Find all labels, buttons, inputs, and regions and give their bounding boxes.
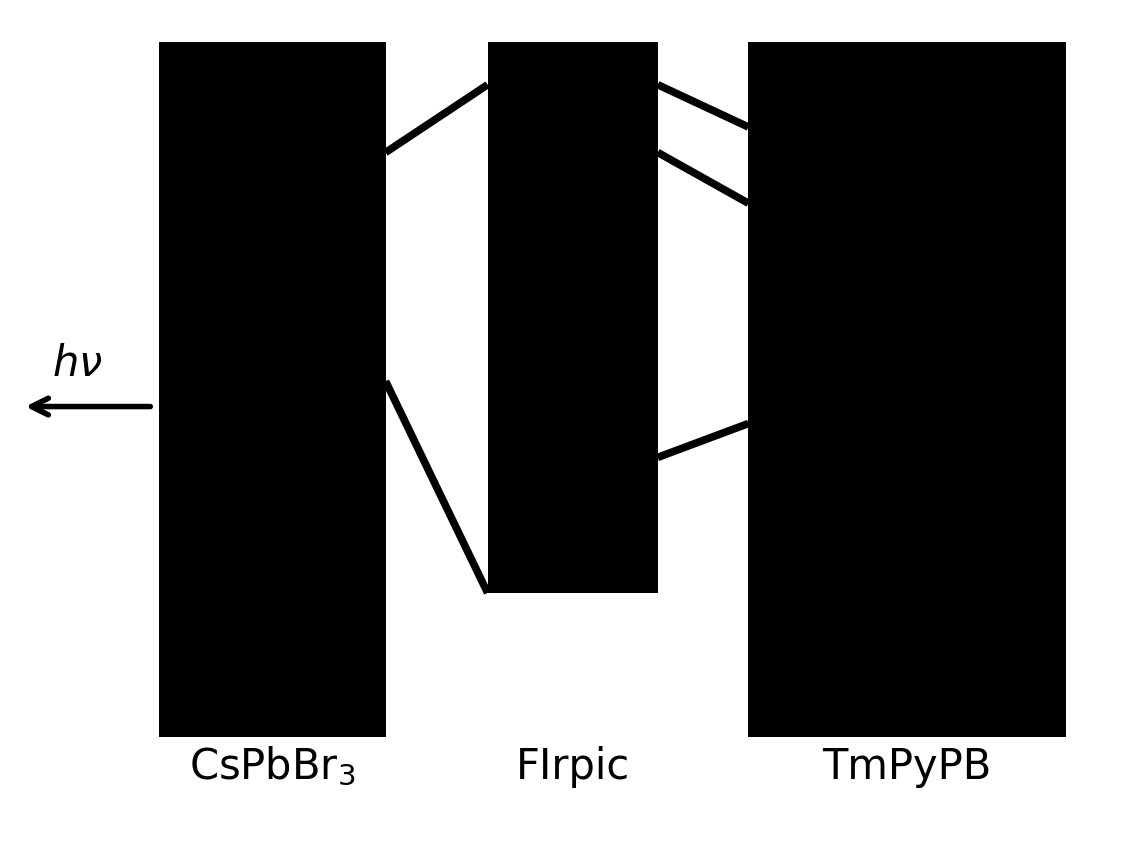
Text: CsPbBr$_3$: CsPbBr$_3$ — [189, 745, 355, 788]
Text: $h\nu$: $h\nu$ — [52, 343, 102, 385]
Bar — [159, 42, 386, 737]
Bar — [748, 42, 1066, 737]
Text: TmPyPB: TmPyPB — [822, 745, 992, 788]
Text: FIrpic: FIrpic — [516, 745, 629, 788]
Bar — [488, 42, 658, 593]
